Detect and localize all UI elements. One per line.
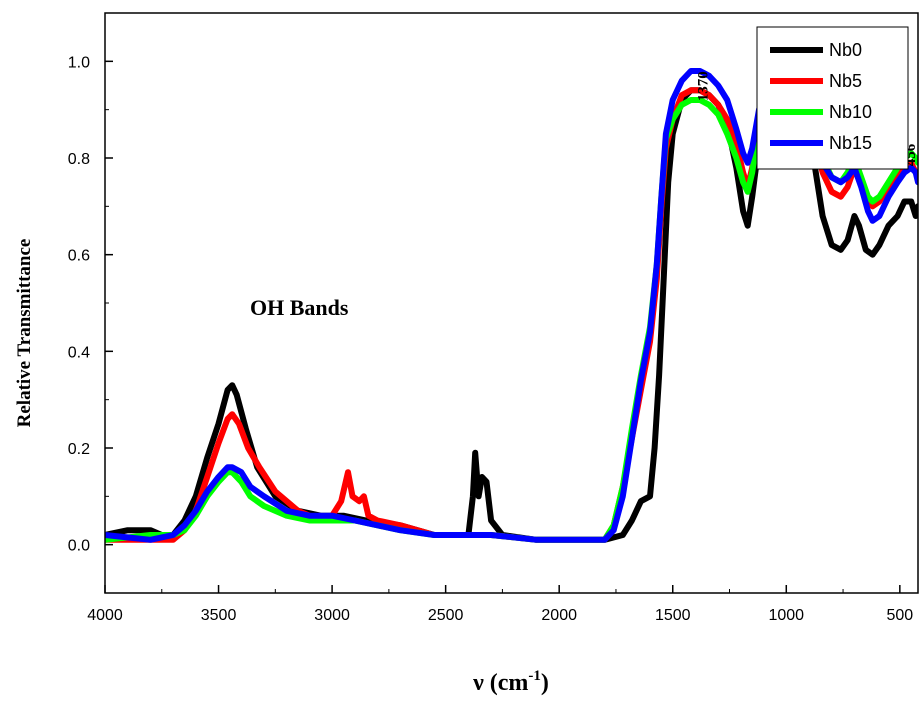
x-axis-title: ν (cm-1)	[472, 668, 549, 696]
x-tick-label: 2000	[541, 607, 577, 624]
x-tick-label: 1000	[768, 607, 804, 624]
y-axis: 0.0 0.2 0.4 0.6 0.8 1.0	[68, 12, 113, 594]
y-tick-label: 0.6	[68, 248, 90, 265]
x-tick-label: 500	[886, 607, 913, 624]
y-tick-label: 1.0	[68, 54, 90, 71]
legend-label-nb5: Nb5	[829, 71, 862, 91]
x-tick-label: 4000	[87, 607, 123, 624]
y-axis-title: Relative Transmittance	[14, 239, 35, 428]
y-tick-label: 0.4	[68, 344, 90, 361]
peak-label: 1370	[695, 71, 711, 101]
x-tick-label: 3000	[314, 607, 350, 624]
series-layer	[105, 53, 918, 543]
y-tick-label: 0.0	[68, 538, 90, 555]
series-line-nb15	[105, 58, 918, 543]
legend-label-nb10: Nb10	[829, 102, 872, 122]
x-axis-title-close: )	[541, 670, 549, 696]
series-line-nb0	[105, 58, 918, 543]
y-tick-label: 0.8	[68, 151, 90, 168]
legend: Nb0 Nb5 Nb10 Nb15	[756, 26, 909, 170]
legend-label-nb0: Nb0	[829, 40, 862, 60]
x-tick-label: 1500	[655, 607, 691, 624]
x-axis-title-superscript: -1	[528, 668, 541, 684]
legend-label-nb15: Nb15	[829, 133, 872, 153]
plot-area: 4000 3500 3000 2500 2000 1500 1000 500 0.00.20.…	[68, 12, 919, 624]
y-tick-label: 0.2	[68, 441, 90, 458]
x-tick-label: 2500	[428, 607, 464, 624]
x-axis: 4000 3500 3000 2500 2000 1500 1000 500	[87, 585, 913, 624]
x-tick-label: 3500	[201, 607, 237, 624]
oh-bands-annotation: OH Bands	[250, 295, 349, 320]
